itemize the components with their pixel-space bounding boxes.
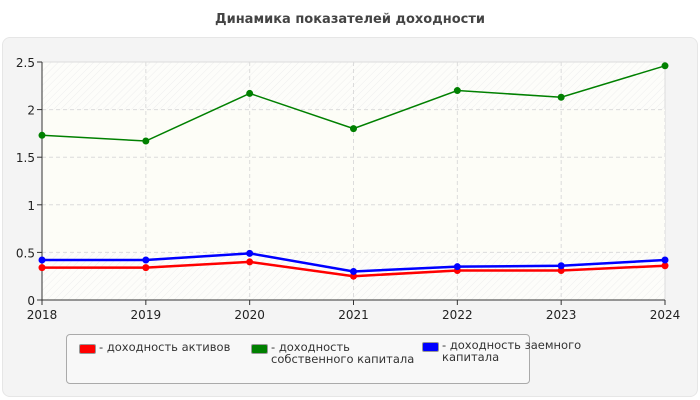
legend-item-equity[interactable]: - доходность собственного капитала: [251, 341, 431, 365]
legend-swatch: [79, 344, 96, 354]
x-tick-label: 2020: [234, 308, 265, 322]
legend-label: доходность собственного капитала: [271, 340, 415, 366]
data-point: [38, 131, 46, 139]
data-point: [38, 256, 46, 264]
data-point: [246, 258, 254, 266]
x-tick-label: 2023: [546, 308, 577, 322]
x-tick-label: 2022: [442, 308, 473, 322]
data-point: [453, 263, 461, 271]
x-tick-label: 2024: [650, 308, 681, 322]
y-tick-label: 0.5: [16, 246, 35, 260]
data-point: [246, 249, 254, 257]
chart-title: Динамика показателей доходности: [215, 12, 485, 27]
data-point: [661, 62, 669, 70]
y-tick-label: 0: [27, 294, 35, 308]
x-tick-label: 2019: [131, 308, 162, 322]
data-point: [557, 93, 565, 101]
x-tick-label: 2018: [27, 308, 58, 322]
data-point: [453, 87, 461, 95]
y-tick-label: 2.5: [16, 56, 35, 70]
y-tick-label: 2: [27, 104, 35, 118]
data-point: [661, 256, 669, 264]
data-point: [142, 264, 150, 272]
data-point: [350, 267, 357, 275]
data-point: [142, 137, 150, 145]
legend-label: доходность активов: [106, 340, 231, 354]
legend: - доходность активов - доходность собств…: [66, 334, 581, 384]
legend-item-debt[interactable]: - доходность заемного капитала: [422, 339, 592, 363]
data-point: [246, 89, 254, 97]
data-point: [557, 262, 565, 270]
y-tick-label: 1: [27, 199, 35, 213]
data-point: [661, 262, 669, 270]
data-point: [142, 256, 150, 264]
x-tick-label: 2021: [338, 308, 369, 322]
legend-swatch: [251, 344, 268, 354]
y-tick-label: 1.5: [16, 151, 35, 165]
legend-swatch: [422, 342, 439, 352]
data-point: [350, 125, 357, 133]
legend-item-assets[interactable]: - доходность активов: [79, 341, 249, 354]
legend-label: доходность заемного капитала: [442, 338, 582, 364]
data-point: [38, 264, 46, 272]
